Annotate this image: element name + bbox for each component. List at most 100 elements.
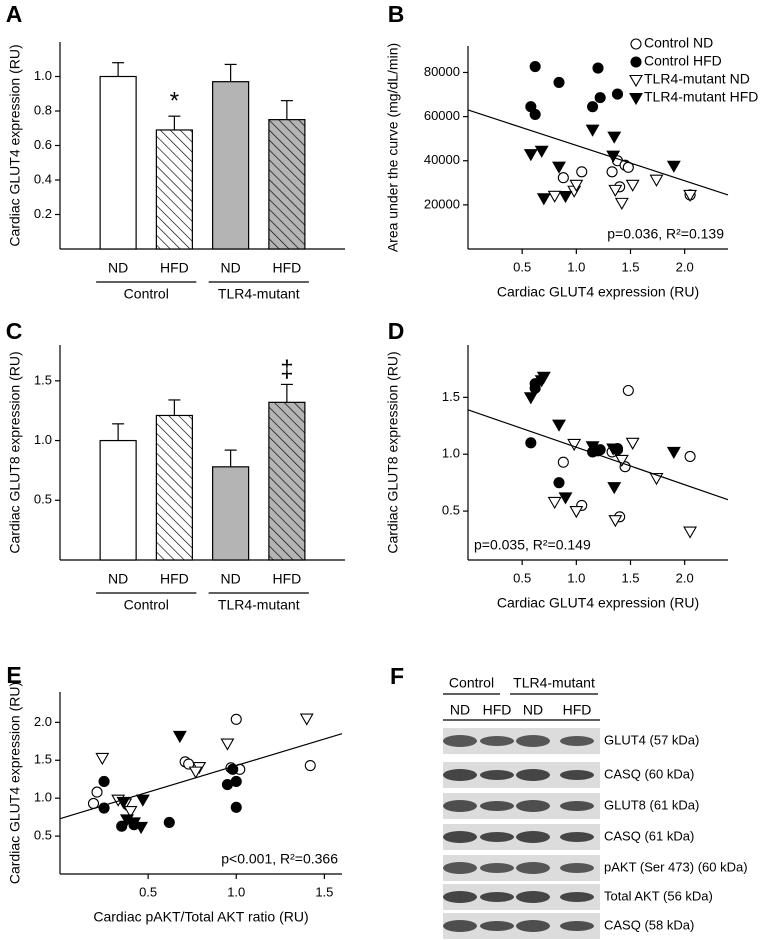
blot-band xyxy=(480,736,514,746)
y-tick-label: 0.5 xyxy=(34,828,52,843)
x-tick-label: 1.5 xyxy=(621,259,639,274)
blot-band xyxy=(443,769,477,781)
blot-band xyxy=(516,769,550,781)
point xyxy=(567,438,582,452)
category-label: ND xyxy=(221,260,241,276)
blot-band xyxy=(443,891,477,903)
blot-band-label: GLUT8 (61 kDa) xyxy=(604,797,699,812)
point xyxy=(587,101,599,113)
category-label: HFD xyxy=(272,260,301,276)
point xyxy=(683,526,698,539)
bar xyxy=(212,466,250,561)
lane-label: HFD xyxy=(483,702,512,718)
y-tick-label: 1.5 xyxy=(34,372,52,387)
point xyxy=(608,515,623,528)
bar xyxy=(268,119,306,250)
point xyxy=(606,166,618,178)
bar xyxy=(99,75,137,250)
point xyxy=(135,794,150,807)
x-tick-label: 1.0 xyxy=(567,259,585,274)
point xyxy=(576,166,588,178)
point xyxy=(304,760,316,772)
blot-band-label: GLUT4 (57 kDa) xyxy=(604,732,699,747)
point xyxy=(592,62,604,74)
legend-label: TLR4-mutant ND xyxy=(644,71,750,87)
legend-marker xyxy=(629,92,643,106)
bar xyxy=(99,439,137,561)
blot-band xyxy=(480,801,514,811)
x-tick-label: 0.5 xyxy=(139,884,157,899)
blot-band xyxy=(560,736,594,746)
x-tick-label: 1.0 xyxy=(227,884,245,899)
y-tick-label: 0.5 xyxy=(442,503,460,518)
point xyxy=(614,197,629,210)
group-label: Control xyxy=(124,286,169,302)
point xyxy=(666,160,681,173)
regression-line xyxy=(467,409,729,501)
point xyxy=(188,766,203,779)
blot-band xyxy=(443,800,477,812)
x-axis-label: Cardiac pAKT/Total AKT ratio (RU) xyxy=(93,909,308,925)
legend-marker xyxy=(629,74,643,88)
category-label: HFD xyxy=(160,260,189,276)
y-tick-label: 80000 xyxy=(424,64,460,79)
regression-line xyxy=(467,109,729,196)
point xyxy=(552,161,566,174)
blot-group-label: Control xyxy=(449,675,494,691)
point xyxy=(614,454,629,468)
x-tick-label: 0.5 xyxy=(513,259,531,274)
x-tick-label: 2.0 xyxy=(676,570,694,585)
point xyxy=(547,496,562,510)
x-tick-label: 2.0 xyxy=(676,259,694,274)
blot-band xyxy=(560,892,594,902)
y-tick-label: 20000 xyxy=(424,196,460,211)
blot-band xyxy=(480,892,514,902)
point xyxy=(607,482,622,495)
y-tick-label: 40000 xyxy=(424,152,460,167)
point xyxy=(569,179,584,192)
blot-band-label: pAKT (Ser 473) (60 kDa) xyxy=(604,859,748,874)
point xyxy=(553,477,565,489)
point xyxy=(594,92,606,104)
point xyxy=(607,131,622,144)
x-tick-label: 1.0 xyxy=(567,570,585,585)
x-tick-label: 1.5 xyxy=(621,570,639,585)
blot-band-label: CASQ (58 kDa) xyxy=(604,917,694,932)
legend-marker xyxy=(630,56,642,68)
blot-band xyxy=(516,862,550,874)
point xyxy=(608,184,623,197)
point xyxy=(525,437,537,449)
y-axis-label: Cardiac GLUT4 expression (RU) xyxy=(7,44,23,246)
lane-label: ND xyxy=(450,702,470,718)
y-tick-label: 1.5 xyxy=(34,752,52,767)
point xyxy=(536,371,551,384)
point xyxy=(529,382,541,394)
y-axis-label: Area under the curve (mg/dL/min) xyxy=(385,43,401,252)
point xyxy=(116,820,128,832)
y-tick-label: 1.0 xyxy=(34,432,52,447)
point xyxy=(625,179,640,192)
blot-band xyxy=(560,770,594,780)
blot-band xyxy=(443,735,477,747)
stats-annotation: p=0.035, R²=0.149 xyxy=(474,537,591,553)
group-label: TLR4-mutant xyxy=(218,597,300,613)
legend-label: Control HFD xyxy=(644,53,722,69)
x-axis-label: Cardiac GLUT4 expression (RU) xyxy=(497,595,699,611)
point xyxy=(666,446,681,460)
point xyxy=(172,730,187,744)
legend-label: Control ND xyxy=(644,35,713,51)
y-tick-label: 0.8 xyxy=(34,102,52,117)
significance-marker: ‡ xyxy=(280,356,293,383)
y-tick-label: 60000 xyxy=(424,108,460,123)
panel-letter: F xyxy=(390,663,404,689)
blot-band xyxy=(443,862,477,874)
point xyxy=(558,492,573,505)
point xyxy=(684,450,696,463)
stats-annotation: p<0.001, R²=0.366 xyxy=(221,851,338,867)
blot-band xyxy=(516,891,550,903)
y-tick-label: 1.5 xyxy=(442,389,460,404)
blot-group-label: TLR4-mutant xyxy=(513,675,595,691)
y-tick-label: 0.6 xyxy=(34,137,52,152)
point xyxy=(91,786,103,798)
point xyxy=(230,775,242,788)
